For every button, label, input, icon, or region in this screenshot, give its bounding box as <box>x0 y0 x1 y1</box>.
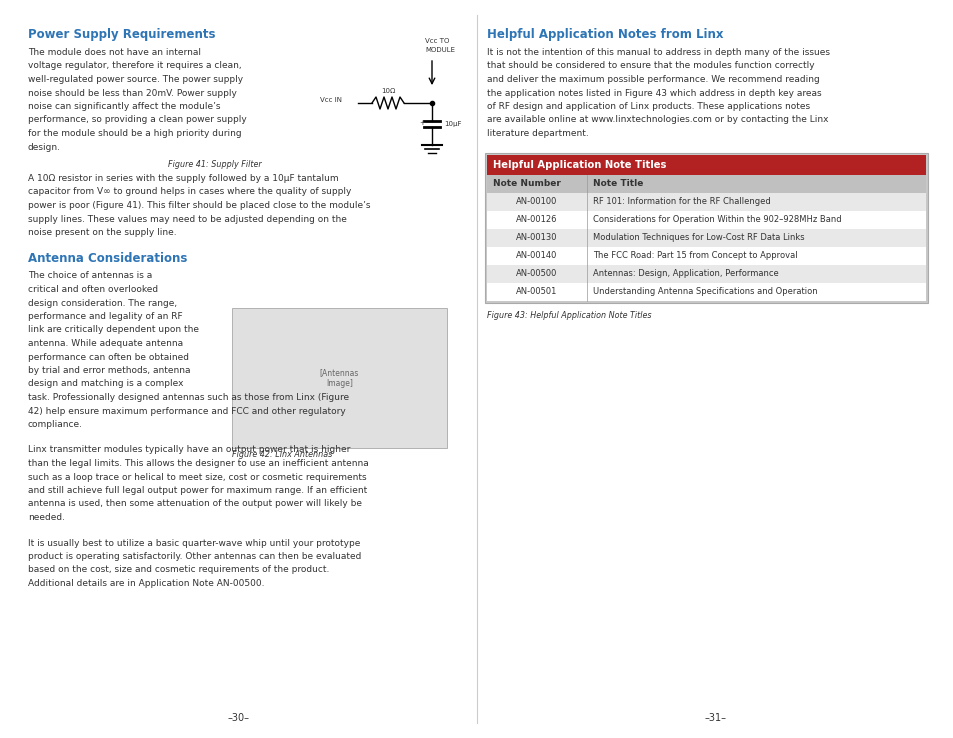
Text: well-regulated power source. The power supply: well-regulated power source. The power s… <box>28 75 243 84</box>
Text: performance and legality of an RF: performance and legality of an RF <box>28 312 182 321</box>
Bar <box>486 193 925 210</box>
Text: 10µF: 10µF <box>443 121 461 127</box>
Text: Antennas: Design, Application, Performance: Antennas: Design, Application, Performan… <box>593 269 778 278</box>
Text: Modulation Techniques for Low-Cost RF Data Links: Modulation Techniques for Low-Cost RF Da… <box>593 233 803 242</box>
Text: It is not the intention of this manual to address in depth many of the issues: It is not the intention of this manual t… <box>486 48 829 57</box>
Text: Understanding Antenna Specifications and Operation: Understanding Antenna Specifications and… <box>593 287 817 296</box>
Text: capacitor from V∞ to ground helps in cases where the quality of supply: capacitor from V∞ to ground helps in cas… <box>28 187 351 196</box>
Bar <box>486 264 925 283</box>
Bar <box>486 174 925 193</box>
Text: Power Supply Requirements: Power Supply Requirements <box>28 28 215 41</box>
Text: –30–: –30– <box>227 713 250 723</box>
Text: than the legal limits. This allows the designer to use an inefficient antenna: than the legal limits. This allows the d… <box>28 459 369 468</box>
Text: The FCC Road: Part 15 from Concept to Approval: The FCC Road: Part 15 from Concept to Ap… <box>593 251 797 260</box>
Text: Figure 42: Linx Antennas: Figure 42: Linx Antennas <box>232 450 332 459</box>
Text: AN-00100: AN-00100 <box>516 197 558 206</box>
Text: It is usually best to utilize a basic quarter-wave whip until your prototype: It is usually best to utilize a basic qu… <box>28 539 360 548</box>
Text: –31–: –31– <box>703 713 726 723</box>
Text: by trial and error methods, antenna: by trial and error methods, antenna <box>28 366 191 375</box>
Text: link are critically dependent upon the: link are critically dependent upon the <box>28 325 199 334</box>
Text: performance, so providing a clean power supply: performance, so providing a clean power … <box>28 116 247 125</box>
Text: AN-00140: AN-00140 <box>516 251 558 260</box>
Text: design and matching is a complex: design and matching is a complex <box>28 379 183 388</box>
Text: Figure 41: Supply Filter: Figure 41: Supply Filter <box>168 160 261 169</box>
Text: based on the cost, size and cosmetic requirements of the product.: based on the cost, size and cosmetic req… <box>28 565 329 574</box>
Text: antenna. While adequate antenna: antenna. While adequate antenna <box>28 339 183 348</box>
Text: 42) help ensure maximum performance and FCC and other regulatory: 42) help ensure maximum performance and … <box>28 407 345 415</box>
Text: A 10Ω resistor in series with the supply followed by a 10µF tantalum: A 10Ω resistor in series with the supply… <box>28 174 338 183</box>
Text: antenna is used, then some attenuation of the output power will likely be: antenna is used, then some attenuation o… <box>28 500 361 508</box>
Text: noise should be less than 20mV. Power supply: noise should be less than 20mV. Power su… <box>28 89 236 97</box>
Bar <box>486 210 925 229</box>
Text: design consideration. The range,: design consideration. The range, <box>28 298 177 308</box>
Text: Linx transmitter modules typically have an output power that is higher: Linx transmitter modules typically have … <box>28 446 350 455</box>
Text: 10Ω: 10Ω <box>380 88 395 94</box>
Text: Vcc IN: Vcc IN <box>319 97 341 103</box>
Text: power is poor (Figure 41). This filter should be placed close to the module’s: power is poor (Figure 41). This filter s… <box>28 201 370 210</box>
Text: AN-00501: AN-00501 <box>516 287 558 296</box>
Text: voltage regulator, therefore it requires a clean,: voltage regulator, therefore it requires… <box>28 61 241 71</box>
Bar <box>486 154 925 174</box>
Bar <box>232 308 447 448</box>
Text: AN-00126: AN-00126 <box>516 215 558 224</box>
Text: noise can significantly affect the module’s: noise can significantly affect the modul… <box>28 102 220 111</box>
Text: RF 101: Information for the RF Challenged: RF 101: Information for the RF Challenge… <box>593 197 770 206</box>
Text: such as a loop trace or helical to meet size, cost or cosmetic requirements: such as a loop trace or helical to meet … <box>28 472 366 481</box>
Text: are available online at www.linxtechnologies.com or by contacting the Linx: are available online at www.linxtechnolo… <box>486 116 827 125</box>
Text: task. Professionally designed antennas such as those from Linx (Figure: task. Professionally designed antennas s… <box>28 393 349 402</box>
Text: and still achieve full legal output power for maximum range. If an efficient: and still achieve full legal output powe… <box>28 486 367 495</box>
Text: that should be considered to ensure that the modules function correctly: that should be considered to ensure that… <box>486 61 814 71</box>
Text: Helpful Application Notes from Linx: Helpful Application Notes from Linx <box>486 28 722 41</box>
Text: +: + <box>418 120 424 126</box>
Text: noise present on the supply line.: noise present on the supply line. <box>28 228 176 237</box>
Text: Considerations for Operation Within the 902–928MHz Band: Considerations for Operation Within the … <box>593 215 841 224</box>
Text: critical and often overlooked: critical and often overlooked <box>28 285 158 294</box>
Bar <box>486 229 925 246</box>
Bar <box>486 283 925 300</box>
Text: compliance.: compliance. <box>28 420 83 429</box>
Text: The module does not have an internal: The module does not have an internal <box>28 48 201 57</box>
Text: for the module should be a high priority during: for the module should be a high priority… <box>28 129 241 138</box>
Text: Additional details are in Application Note AN-00500.: Additional details are in Application No… <box>28 579 264 588</box>
Text: the application notes listed in Figure 43 which address in depth key areas: the application notes listed in Figure 4… <box>486 89 821 97</box>
Text: Vcc TO: Vcc TO <box>424 38 449 44</box>
Text: Figure 43: Helpful Application Note Titles: Figure 43: Helpful Application Note Titl… <box>486 311 651 320</box>
Text: and deliver the maximum possible performance. We recommend reading: and deliver the maximum possible perform… <box>486 75 819 84</box>
Bar <box>484 153 927 303</box>
Text: Note Title: Note Title <box>593 179 642 188</box>
Bar <box>486 246 925 264</box>
Text: supply lines. These values may need to be adjusted depending on the: supply lines. These values may need to b… <box>28 215 347 224</box>
Text: [Antennas
Image]: [Antennas Image] <box>319 368 359 387</box>
Text: Note Number: Note Number <box>493 179 560 188</box>
Text: AN-00130: AN-00130 <box>516 233 558 242</box>
Text: needed.: needed. <box>28 513 65 522</box>
Text: MODULE: MODULE <box>424 47 455 53</box>
Text: of RF design and application of Linx products. These applications notes: of RF design and application of Linx pro… <box>486 102 809 111</box>
Text: Helpful Application Note Titles: Helpful Application Note Titles <box>493 159 666 170</box>
Text: Antenna Considerations: Antenna Considerations <box>28 252 187 264</box>
Text: product is operating satisfactorily. Other antennas can then be evaluated: product is operating satisfactorily. Oth… <box>28 552 361 561</box>
Text: performance can often be obtained: performance can often be obtained <box>28 353 189 362</box>
Text: design.: design. <box>28 142 61 151</box>
Text: literature department.: literature department. <box>486 129 588 138</box>
Text: The choice of antennas is a: The choice of antennas is a <box>28 272 152 280</box>
Text: AN-00500: AN-00500 <box>516 269 558 278</box>
